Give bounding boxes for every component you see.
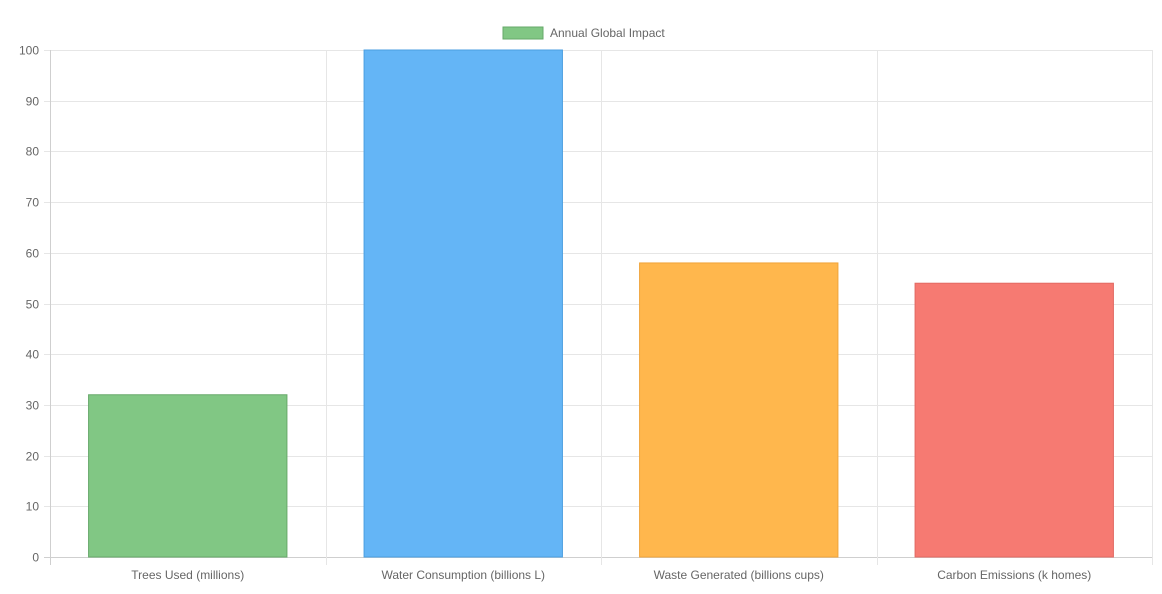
y-tick-label: 80 (26, 145, 40, 159)
legend[interactable]: Annual Global Impact (502, 26, 665, 40)
x-tick-label: Waste Generated (billions cups) (654, 568, 824, 582)
y-tick-label: 40 (26, 348, 40, 362)
legend-label[interactable]: Annual Global Impact (550, 26, 665, 40)
x-tick-label: Carbon Emissions (k homes) (937, 568, 1091, 582)
bar[interactable] (639, 262, 839, 558)
y-tick-label: 30 (26, 399, 40, 413)
bar[interactable] (914, 282, 1114, 558)
bars (88, 49, 1114, 558)
axes: 0 10 20 30 40 50 60 70 80 90 100 Trees Used (millio… (19, 44, 1091, 583)
x-tick-label: Water Consumption (billions L) (381, 568, 545, 582)
bar[interactable] (88, 394, 288, 558)
y-tick-label: 50 (26, 298, 40, 312)
bar[interactable] (363, 49, 563, 558)
legend-swatch[interactable] (502, 26, 544, 40)
y-tick-label: 20 (26, 450, 40, 464)
y-tick-label: 100 (19, 44, 39, 58)
y-tick-label: 60 (26, 247, 40, 261)
y-tick-label: 70 (26, 196, 40, 210)
y-tick-label: 90 (26, 95, 40, 109)
y-tick-label: 0 (32, 551, 39, 565)
y-tick-label: 10 (26, 500, 40, 514)
x-tick-label: Trees Used (millions) (131, 568, 244, 582)
